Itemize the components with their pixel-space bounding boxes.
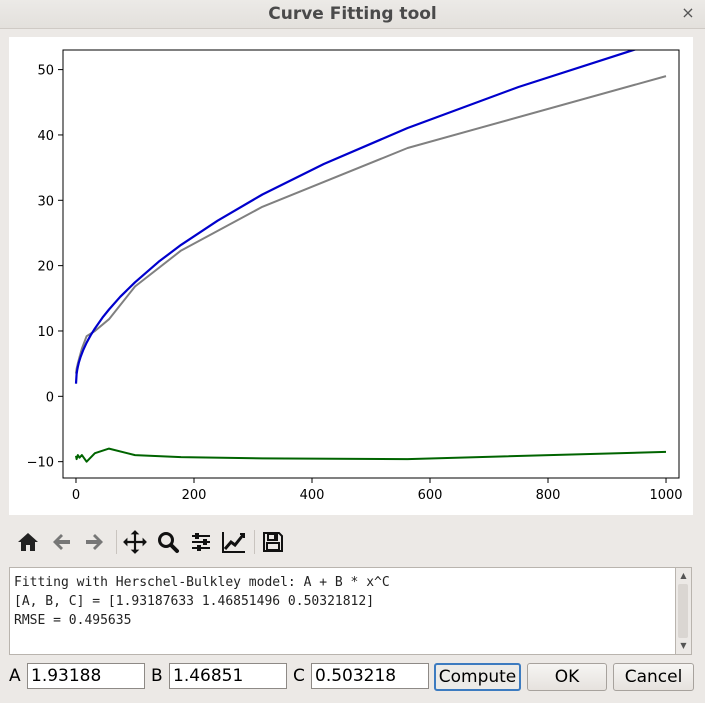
zoom-magnifier-icon[interactable] xyxy=(154,528,182,556)
output-line: Fitting with Herschel-Bulkley model: A +… xyxy=(14,575,390,590)
window-title: Curve Fitting tool xyxy=(268,4,437,24)
window-titlebar: Curve Fitting tool × xyxy=(0,0,705,29)
y-tick-label: −10 xyxy=(27,456,54,471)
y-tick-label: 0 xyxy=(46,390,54,405)
home-icon[interactable] xyxy=(14,528,42,556)
y-tick-label: 40 xyxy=(37,129,54,144)
forward-arrow-icon[interactable] xyxy=(80,528,108,556)
compute-button[interactable]: Compute xyxy=(434,663,521,691)
param-a-input[interactable] xyxy=(27,663,145,689)
back-arrow-icon[interactable] xyxy=(48,528,76,556)
scroll-up-icon[interactable]: ▲ xyxy=(680,571,687,580)
configure-subplots-icon[interactable] xyxy=(187,528,215,556)
navigation-toolbar xyxy=(14,526,314,558)
scrollbar-track[interactable] xyxy=(678,584,688,638)
y-tick-label: 20 xyxy=(37,260,54,275)
x-tick-label: 0 xyxy=(72,488,80,503)
toolbar-separator xyxy=(254,530,255,554)
y-tick-label: 30 xyxy=(37,194,54,209)
param-a-label: A xyxy=(9,666,21,686)
plot-canvas[interactable]: 0 200 400 600 800 1000 −10 0 10 20 30 40 50 xyxy=(9,37,693,515)
output-scrollbar[interactable]: ▲ ▼ xyxy=(676,567,692,655)
axes-frame xyxy=(62,49,680,479)
cancel-button[interactable]: Cancel xyxy=(613,663,694,691)
x-tick-label: 1000 xyxy=(649,488,682,503)
toolbar-separator xyxy=(116,530,117,554)
output-line: RMSE = 0.495635 xyxy=(14,613,132,628)
series-line-data xyxy=(75,75,667,374)
series-line-fit xyxy=(74,50,637,384)
x-tick-label: 400 xyxy=(300,488,325,503)
y-tick-label: 10 xyxy=(37,325,54,340)
x-tick-label: 800 xyxy=(536,488,561,503)
y-tick-label: 50 xyxy=(37,64,54,79)
x-tick-label: 600 xyxy=(418,488,443,503)
ok-button[interactable]: OK xyxy=(527,663,607,691)
output-line: [A, B, C] = [1.93187633 1.46851496 0.503… xyxy=(14,594,375,609)
param-c-input[interactable] xyxy=(311,663,429,689)
fit-output-textbox[interactable]: Fitting with Herschel-Bulkley model: A +… xyxy=(9,567,676,655)
param-b-input[interactable] xyxy=(169,663,287,689)
close-icon[interactable]: × xyxy=(681,3,695,22)
param-b-label: B xyxy=(151,666,163,686)
x-tick-label: 200 xyxy=(182,488,207,503)
save-floppy-icon[interactable] xyxy=(259,528,287,556)
chart-svg: 0 200 400 600 800 1000 −10 0 10 20 30 40 50 xyxy=(27,49,683,503)
edit-axis-curve-icon[interactable] xyxy=(220,528,248,556)
param-c-label: C xyxy=(293,666,305,686)
pan-move-icon[interactable] xyxy=(121,528,149,556)
scroll-down-icon[interactable]: ▼ xyxy=(680,641,687,650)
series-line-residual xyxy=(75,447,667,463)
